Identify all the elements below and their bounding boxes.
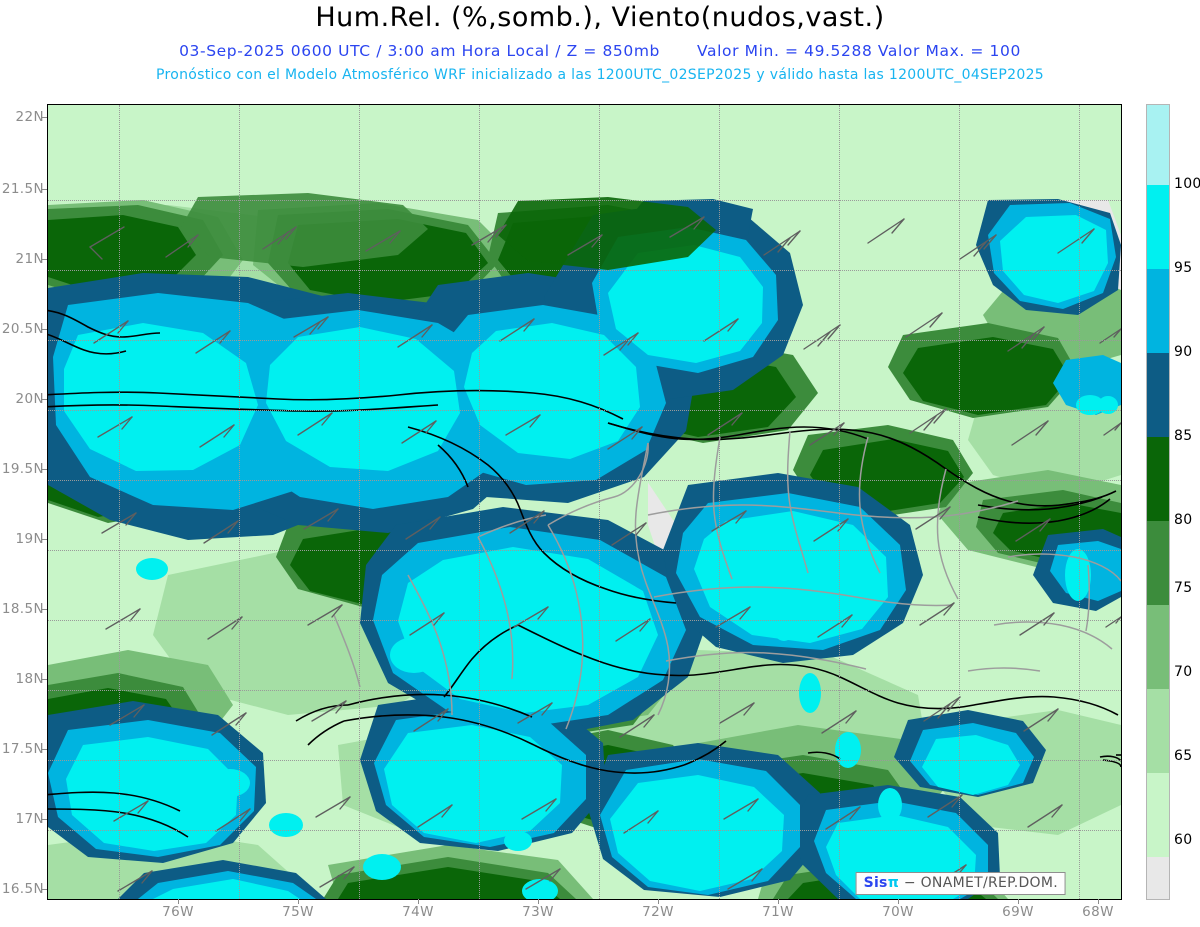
x-tick-label: 69W (1002, 904, 1034, 920)
model-description-line: Pronóstico con el Modelo Atmosférico WRF… (156, 67, 1044, 83)
colorbar-tick-label: 80 (1174, 512, 1193, 528)
x-tick-label: 73W (522, 904, 554, 920)
coastlines (48, 309, 1121, 838)
y-tick-label: 16.5N (1, 881, 44, 897)
forecast-meta-line: 03-Sep-2025 0600 UTC / 3:00 am Hora Loca… (0, 42, 1200, 60)
colorbar-band (1147, 605, 1169, 689)
colorbar-tick-label: 60 (1174, 832, 1193, 848)
x-tick-label: 71W (762, 904, 794, 920)
x-tick-label: 72W (642, 904, 674, 920)
map-canvas (48, 105, 1121, 899)
colorbar-band (1147, 689, 1169, 773)
y-tick-label: 17.5N (1, 741, 44, 757)
colorbar-band (1147, 857, 1169, 899)
y-tick-label: 20.5N (1, 321, 44, 337)
colorbar-tick-label: 100 (1174, 176, 1200, 192)
colorbar-band (1147, 269, 1169, 353)
attribution-logo: Sisπ − ONAMET/REP.DOM. (855, 872, 1066, 895)
y-tick-label: 20N (15, 391, 44, 407)
y-tick-label: 19.5N (1, 461, 44, 477)
colorbar-band (1147, 521, 1169, 605)
colorbar-tick-label: 70 (1174, 664, 1193, 680)
y-tick-label: 21.5N (1, 181, 44, 197)
colorbar-tick-label: 90 (1174, 344, 1193, 360)
colorbar-band (1147, 105, 1169, 185)
x-tick-label: 70W (882, 904, 914, 920)
y-tick-label: 19N (15, 531, 44, 547)
x-tick-label: 75W (282, 904, 314, 920)
logo-sis-text: Sis (863, 875, 888, 891)
colorbar-tick-label: 95 (1174, 260, 1193, 276)
colorbar-band (1147, 437, 1169, 521)
y-tick-label: 22N (15, 109, 44, 125)
y-tick-label: 21N (15, 251, 44, 267)
y-tick-label: 17N (15, 811, 44, 827)
x-tick-label: 76W (162, 904, 194, 920)
x-tick-label: 74W (402, 904, 434, 920)
colorbar (1146, 104, 1170, 900)
page-title: Hum.Rel. (%,somb.), Viento(nudos,vast.) (315, 2, 885, 33)
colorbar-tick-label: 65 (1174, 748, 1193, 764)
map-plot-area[interactable] (47, 104, 1122, 900)
value-range: Valor Min. = 49.5288 Valor Max. = 100 (697, 42, 1021, 60)
x-tick-label: 68W (1082, 904, 1114, 920)
humidity-shading-group (48, 105, 1121, 899)
y-tick-label: 18N (15, 671, 44, 687)
colorbar-tick-label: 85 (1174, 428, 1193, 444)
colorbar-band (1147, 773, 1169, 857)
colorbar-band (1147, 185, 1169, 269)
colorbar-band (1147, 353, 1169, 437)
colorbar-tick-label: 75 (1174, 580, 1193, 596)
forecast-datetime-level: 03-Sep-2025 0600 UTC / 3:00 am Hora Loca… (179, 42, 660, 60)
logo-pi-symbol: π (887, 875, 900, 891)
y-tick-label: 18.5N (1, 601, 44, 617)
province-borders (333, 430, 1121, 730)
logo-organization: − ONAMET/REP.DOM. (903, 875, 1058, 891)
humidity-field-svg (48, 105, 1121, 899)
